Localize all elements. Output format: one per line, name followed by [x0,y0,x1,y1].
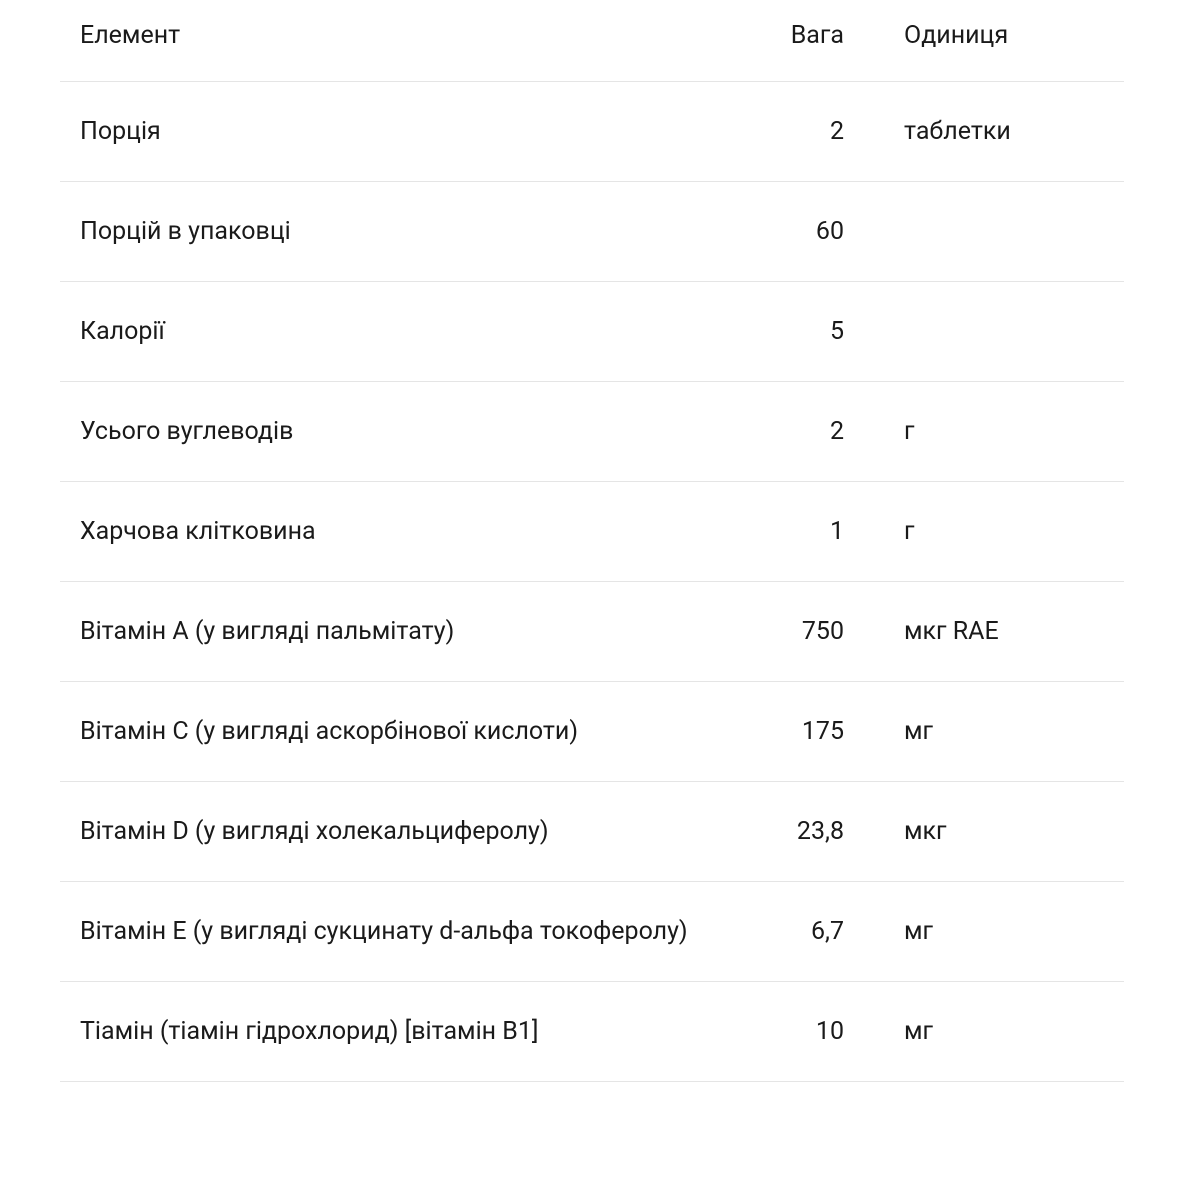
cell-weight: 60 [764,217,904,246]
table-row: Порцій в упаковці60 [60,182,1124,282]
nutrition-table: Елемент Вага Одиниця Порція2таблеткиПорц… [0,0,1184,1082]
cell-element: Вітамін E (у вигляді сукцинату d-альфа т… [80,914,764,949]
table-row: Харчова клітковина1г [60,482,1124,582]
cell-element: Вітамін С (у вигляді аскорбінової кислот… [80,714,764,749]
cell-weight: 1 [764,517,904,546]
table-row: Вітамін E (у вигляді сукцинату d-альфа т… [60,882,1124,982]
header-element: Елемент [80,18,764,53]
cell-unit: мг [904,917,1104,946]
cell-element: Калорії [80,314,764,349]
cell-element: Харчова клітковина [80,514,764,549]
table-body: Порція2таблеткиПорцій в упаковці60Калорі… [60,82,1124,1082]
cell-unit: мг [904,1017,1104,1046]
cell-element: Вітамін D (у вигляді холекальциферолу) [80,814,764,849]
cell-weight: 5 [764,317,904,346]
table-row: Вітамін D (у вигляді холекальциферолу)23… [60,782,1124,882]
table-row: Калорії5 [60,282,1124,382]
cell-element: Порція [80,114,764,149]
cell-weight: 175 [764,717,904,746]
cell-unit: мг [904,717,1104,746]
cell-element: Усього вуглеводів [80,414,764,449]
cell-element: Вітамін A (у вигляді пальмітату) [80,614,764,649]
table-row: Усього вуглеводів2г [60,382,1124,482]
cell-unit: г [904,417,1104,446]
cell-unit: мкг RAE [904,617,1104,646]
header-weight: Вага [764,21,904,50]
table-row: Вітамін С (у вигляді аскорбінової кислот… [60,682,1124,782]
cell-weight: 2 [764,117,904,146]
cell-unit: мкг [904,817,1104,846]
table-row: Вітамін A (у вигляді пальмітату)750мкг R… [60,582,1124,682]
cell-weight: 10 [764,1017,904,1046]
table-row: Порція2таблетки [60,82,1124,182]
header-unit: Одиниця [904,21,1104,50]
cell-unit: г [904,517,1104,546]
table-header-row: Елемент Вага Одиниця [60,0,1124,82]
cell-unit: таблетки [904,117,1104,146]
cell-weight: 750 [764,617,904,646]
cell-weight: 2 [764,417,904,446]
table-row: Тіамін (тіамін гідрохлорид) [вітамін B1]… [60,982,1124,1082]
cell-weight: 23,8 [764,817,904,846]
cell-element: Порцій в упаковці [80,214,764,249]
cell-element: Тіамін (тіамін гідрохлорид) [вітамін B1] [80,1014,764,1049]
cell-weight: 6,7 [764,917,904,946]
